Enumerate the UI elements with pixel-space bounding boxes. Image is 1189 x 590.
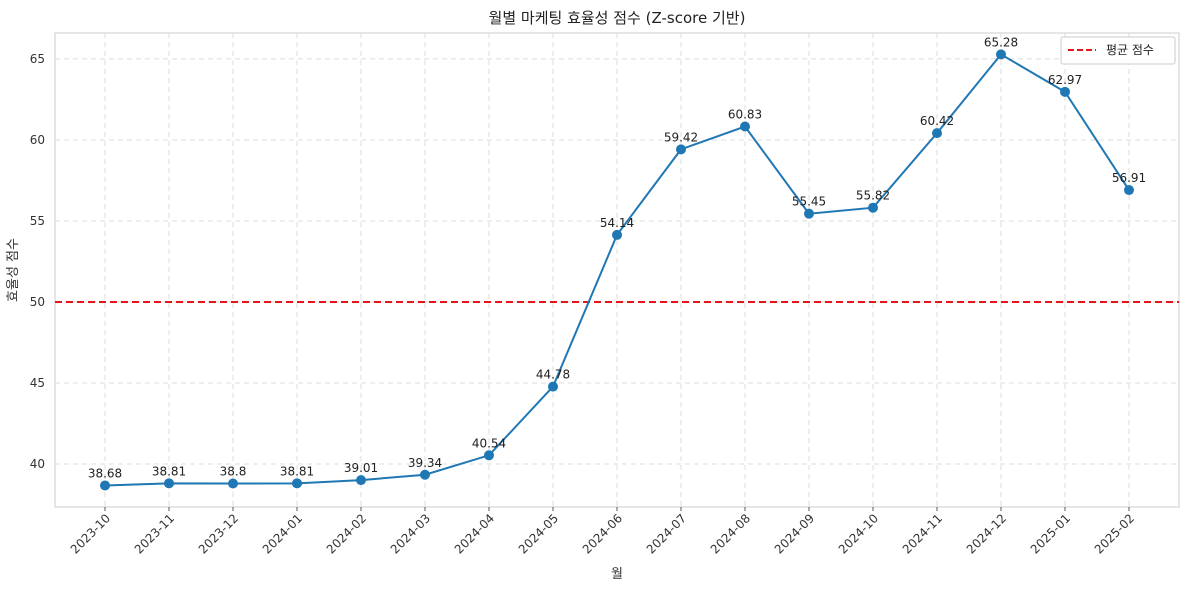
- data-point: [484, 450, 494, 461]
- grid: [55, 33, 1179, 507]
- x-axis-ticks: 2023-10 2023-11 2023-12 2024-01 2024-02 2024-…: [68, 507, 1137, 557]
- data-label: 39.01: [344, 461, 378, 475]
- x-tick-label: 2024-01: [260, 511, 305, 556]
- x-tick-label: 2023-10: [68, 511, 113, 556]
- data-label: 56.91: [1112, 171, 1146, 185]
- y-tick-label: 40: [30, 457, 45, 471]
- x-tick-label: 2024-11: [900, 511, 945, 556]
- series-layer: [100, 49, 1134, 491]
- data-label: 54.14: [600, 216, 634, 230]
- data-label: 60.42: [920, 114, 954, 128]
- data-point: [228, 478, 238, 489]
- x-tick-label: 2024-08: [708, 511, 753, 556]
- data-label: 55.45: [792, 195, 826, 209]
- y-tick-label: 60: [30, 133, 45, 147]
- data-label: 55.82: [856, 189, 890, 203]
- data-point: [932, 128, 942, 139]
- data-point: [164, 478, 174, 489]
- x-tick-label: 2025-01: [1028, 511, 1073, 556]
- data-point: [1060, 86, 1070, 97]
- data-label: 38.68: [88, 466, 122, 480]
- data-point: [1124, 185, 1134, 196]
- data-point: [420, 469, 430, 480]
- data-point: [100, 480, 110, 491]
- data-label: 40.54: [472, 436, 506, 450]
- x-tick-label: 2024-03: [388, 511, 433, 556]
- chart-title: 월별 마케팅 효율성 점수 (Z-score 기반): [489, 9, 746, 27]
- data-labels: 38.68 38.81 38.8 38.81 39.01 39.34 40.54 44.78 5…: [88, 35, 1146, 480]
- data-label: 59.42: [664, 130, 698, 144]
- data-point: [740, 121, 750, 132]
- data-point: [356, 475, 366, 486]
- x-tick-label: 2024-02: [324, 511, 369, 556]
- data-point: [996, 49, 1006, 60]
- x-tick-label: 2024-07: [644, 511, 689, 556]
- x-tick-label: 2024-04: [452, 511, 497, 556]
- x-tick-label: 2024-09: [772, 511, 817, 556]
- x-tick-label: 2023-12: [196, 511, 241, 556]
- data-point: [612, 229, 622, 240]
- data-label: 44.78: [536, 368, 570, 382]
- legend: 평균 점수: [1060, 36, 1176, 65]
- data-label: 39.34: [408, 456, 442, 470]
- y-axis-ticks: 40 45 50 55 60 65: [30, 52, 45, 471]
- data-label: 38.81: [280, 464, 314, 478]
- data-label: 38.8: [220, 465, 247, 479]
- data-label: 60.83: [728, 108, 762, 122]
- data-point: [804, 208, 814, 219]
- x-axis-title: 월: [611, 567, 623, 582]
- data-point: [292, 478, 302, 489]
- data-point: [676, 144, 686, 155]
- x-tick-label: 2024-10: [836, 511, 881, 556]
- data-point: [868, 202, 878, 213]
- x-tick-label: 2023-11: [132, 511, 177, 556]
- y-axis-title: 효율성 점수: [6, 238, 21, 302]
- legend-box: [1060, 36, 1176, 65]
- data-label: 65.28: [984, 35, 1018, 49]
- x-tick-label: 2024-06: [580, 511, 625, 556]
- data-label: 62.97: [1048, 73, 1082, 87]
- data-label: 38.81: [152, 464, 186, 478]
- data-point: [548, 381, 558, 392]
- x-tick-label: 2025-02: [1092, 511, 1137, 556]
- y-tick-label: 65: [30, 52, 45, 66]
- y-tick-label: 50: [30, 295, 45, 309]
- x-tick-label: 2024-12: [964, 511, 1009, 556]
- y-tick-label: 55: [30, 214, 45, 228]
- legend-label-reference: 평균 점수: [1106, 43, 1154, 57]
- x-tick-label: 2024-05: [516, 511, 561, 556]
- y-tick-label: 45: [30, 376, 45, 390]
